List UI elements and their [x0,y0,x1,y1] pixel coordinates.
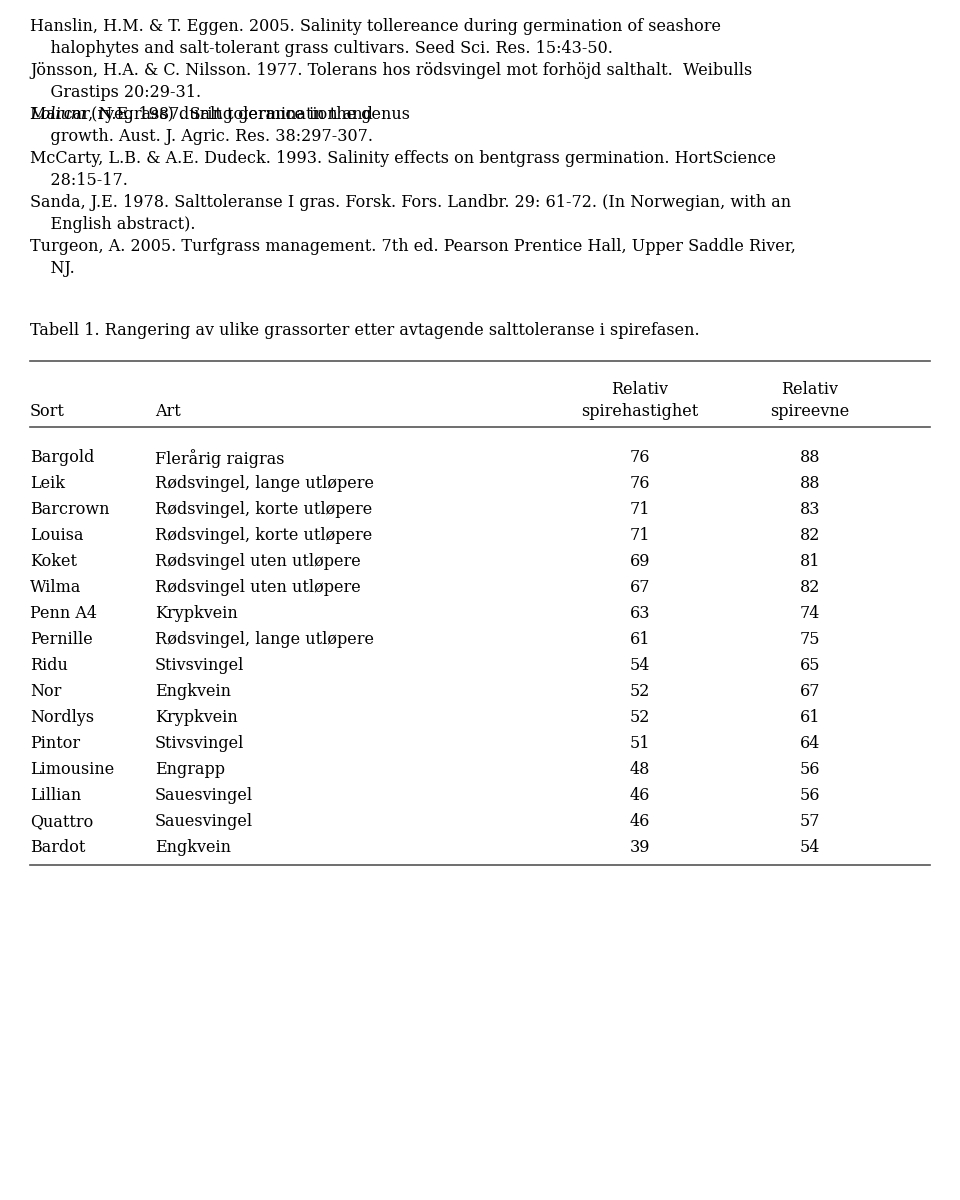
Text: McCarty, L.B. & A.E. Dudeck. 1993. Salinity effects on bentgrass germination. Ho: McCarty, L.B. & A.E. Dudeck. 1993. Salin… [30,150,776,167]
Text: Art: Art [155,403,180,420]
Text: Nordlys: Nordlys [30,709,94,726]
Text: Rødsvingel, korte utløpere: Rødsvingel, korte utløpere [155,502,372,518]
Text: 76: 76 [630,475,650,492]
Text: NJ.: NJ. [30,260,75,277]
Text: 56: 56 [800,761,820,779]
Text: Rødsvingel, lange utløpere: Rødsvingel, lange utløpere [155,475,374,492]
Text: 28:15-17.: 28:15-17. [30,172,128,188]
Text: halophytes and salt-tolerant grass cultivars. Seed Sci. Res. 15:43-50.: halophytes and salt-tolerant grass culti… [30,40,612,56]
Text: Nor: Nor [30,683,61,701]
Text: 71: 71 [630,527,650,545]
Text: Sort: Sort [30,403,65,420]
Text: Koket: Koket [30,553,77,570]
Text: Sauesvingel: Sauesvingel [155,814,253,830]
Text: Rødsvingel, lange utløpere: Rødsvingel, lange utløpere [155,631,374,648]
Text: 52: 52 [630,709,650,726]
Text: 61: 61 [630,631,650,648]
Text: 67: 67 [800,683,820,701]
Text: Lolium: Lolium [30,106,85,122]
Text: 83: 83 [800,502,820,518]
Text: 63: 63 [630,605,650,622]
Text: Quattro: Quattro [30,814,93,830]
Text: 61: 61 [800,709,820,726]
Text: Barcrown: Barcrown [30,502,109,518]
Text: Relativ: Relativ [781,382,838,398]
Text: 56: 56 [800,787,820,804]
Text: Krypkvein: Krypkvein [155,605,238,622]
Text: 54: 54 [800,839,820,857]
Text: Flerårig raigras: Flerårig raigras [155,449,284,468]
Text: (ryegrass) during germination and: (ryegrass) during germination and [85,106,372,122]
Text: 74: 74 [800,605,820,622]
Text: 57: 57 [800,814,820,830]
Text: 65: 65 [800,658,820,674]
Text: Krypkvein: Krypkvein [155,709,238,726]
Text: Relativ: Relativ [612,382,668,398]
Text: Engkvein: Engkvein [155,839,231,857]
Text: 64: 64 [800,736,820,752]
Text: Hanslin, H.M. & T. Eggen. 2005. Salinity tollereance during germination of seash: Hanslin, H.M. & T. Eggen. 2005. Salinity… [30,18,721,35]
Text: Bardot: Bardot [30,839,85,857]
Text: growth. Aust. J. Agric. Res. 38:297-307.: growth. Aust. J. Agric. Res. 38:297-307. [30,128,373,145]
Text: Jönsson, H.A. & C. Nilsson. 1977. Tolerans hos rödsvingel mot forhöjd salthalt. : Jönsson, H.A. & C. Nilsson. 1977. Tolera… [30,62,753,79]
Text: 39: 39 [630,839,650,857]
Text: 46: 46 [630,787,650,804]
Text: spireevne: spireevne [770,403,850,420]
Text: 67: 67 [630,580,650,596]
Text: Limousine: Limousine [30,761,114,779]
Text: 52: 52 [630,683,650,701]
Text: Stivsvingel: Stivsvingel [155,736,245,752]
Text: Tabell 1. Rangering av ulike grassorter etter avtagende salttoleranse i spirefas: Tabell 1. Rangering av ulike grassorter … [30,322,700,338]
Text: Marcar, N.E. 1987. Salt tolerance in the genus: Marcar, N.E. 1987. Salt tolerance in the… [30,106,415,122]
Text: Sauesvingel: Sauesvingel [155,787,253,804]
Text: Sanda, J.E. 1978. Salttoleranse I gras. Forsk. Fors. Landbr. 29: 61-72. (In Norw: Sanda, J.E. 1978. Salttoleranse I gras. … [30,194,791,211]
Text: Rødsvingel uten utløpere: Rødsvingel uten utløpere [155,580,361,596]
Text: 51: 51 [630,736,650,752]
Text: 81: 81 [800,553,820,570]
Text: Penn A4: Penn A4 [30,605,97,622]
Text: Rødsvingel, korte utløpere: Rødsvingel, korte utløpere [155,527,372,545]
Text: 88: 88 [800,475,820,492]
Text: Pernille: Pernille [30,631,93,648]
Text: Pintor: Pintor [30,736,80,752]
Text: 82: 82 [800,580,820,596]
Text: Rødsvingel uten utløpere: Rødsvingel uten utløpere [155,553,361,570]
Text: Stivsvingel: Stivsvingel [155,658,245,674]
Text: Turgeon, A. 2005. Turfgrass management. 7th ed. Pearson Prentice Hall, Upper Sad: Turgeon, A. 2005. Turfgrass management. … [30,238,796,254]
Text: 48: 48 [630,761,650,779]
Text: Lillian: Lillian [30,787,82,804]
Text: Engkvein: Engkvein [155,683,231,701]
Text: English abstract).: English abstract). [30,216,196,233]
Text: Leik: Leik [30,475,65,492]
Text: 76: 76 [630,449,650,466]
Text: Wilma: Wilma [30,580,82,596]
Text: Ridu: Ridu [30,658,68,674]
Text: Louisa: Louisa [30,527,84,545]
Text: 54: 54 [630,658,650,674]
Text: 82: 82 [800,527,820,545]
Text: spirehastighet: spirehastighet [582,403,699,420]
Text: Engrapp: Engrapp [155,761,225,779]
Text: Grastips 20:29-31.: Grastips 20:29-31. [30,84,202,101]
Text: 71: 71 [630,502,650,518]
Text: 75: 75 [800,631,820,648]
Text: 88: 88 [800,449,820,466]
Text: Bargold: Bargold [30,449,94,466]
Text: 46: 46 [630,814,650,830]
Text: 69: 69 [630,553,650,570]
